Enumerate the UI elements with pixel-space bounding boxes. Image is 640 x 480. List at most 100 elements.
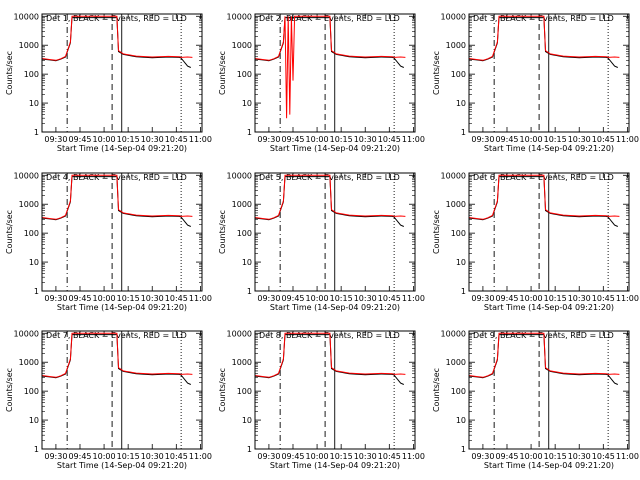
x-tick-label: 11:00 xyxy=(189,452,212,461)
chart-title: Det 9, BLACK = Events, RED = LLD xyxy=(473,331,614,340)
x-tick-label: 09:30 xyxy=(44,452,67,461)
y-axis-label: Counts/sec xyxy=(432,210,441,254)
lld-series-line xyxy=(469,332,620,378)
detector-chart-5: Det 5, BLACK = Events, RED = LLD Counts/s… xyxy=(218,171,425,312)
y-tick-label: 10 xyxy=(456,258,466,267)
lld-series-line xyxy=(255,332,406,378)
x-tick-label: 11:00 xyxy=(402,452,425,461)
x-tick-label: 10:30 xyxy=(354,452,377,461)
y-tick-label: 10 xyxy=(456,99,466,108)
x-tick-label: 10:45 xyxy=(165,135,188,144)
chart-title: Det 2, BLACK = Events, RED = LLD xyxy=(259,14,400,23)
y-tick-label: 10 xyxy=(242,99,252,108)
x-tick-label: 10:00 xyxy=(306,452,329,461)
x-tick-label: 09:45 xyxy=(68,452,91,461)
y-tick-label: 10000 xyxy=(441,329,466,338)
x-tick-label: 10:45 xyxy=(592,294,615,303)
y-tick-label: 10 xyxy=(29,258,39,267)
y-tick-label: 1 xyxy=(461,287,466,296)
x-tick-label: 10:30 xyxy=(354,294,377,303)
y-tick-label: 100 xyxy=(237,229,252,238)
x-tick-label: 10:45 xyxy=(592,135,615,144)
x-tick-label: 10:15 xyxy=(544,294,567,303)
x-axis-label: Start Time (14-Sep-04 09:21:20) xyxy=(57,144,187,153)
events-series-line xyxy=(255,334,405,385)
x-tick-label: 11:00 xyxy=(402,135,425,144)
plot-frame xyxy=(41,13,203,133)
x-tick-label: 10:30 xyxy=(141,452,164,461)
x-tick-label: 10:15 xyxy=(330,452,353,461)
x-tick-label: 09:45 xyxy=(281,135,304,144)
x-tick-label: 09:45 xyxy=(495,452,518,461)
x-tick-label: 10:15 xyxy=(544,135,567,144)
y-tick-label: 1000 xyxy=(19,358,39,367)
events-series-line xyxy=(42,17,192,68)
plot-frame xyxy=(41,172,203,292)
events-series-line xyxy=(469,176,619,227)
x-tick-label: 10:15 xyxy=(117,294,140,303)
y-tick-label: 100 xyxy=(451,229,466,238)
x-tick-label: 09:30 xyxy=(257,135,280,144)
x-axis-label: Start Time (14-Sep-04 09:21:20) xyxy=(484,144,614,153)
y-tick-label: 100 xyxy=(451,70,466,79)
y-axis-label: Counts/sec xyxy=(5,210,14,254)
x-tick-label: 10:15 xyxy=(544,452,567,461)
y-tick-label: 1000 xyxy=(232,358,252,367)
y-axis-label: Counts/sec xyxy=(5,368,14,412)
y-axis-label: Counts/sec xyxy=(218,51,227,95)
y-tick-label: 10000 xyxy=(227,12,252,21)
y-tick-label: 1 xyxy=(34,445,39,454)
y-tick-label: 10 xyxy=(456,416,466,425)
x-tick-label: 10:30 xyxy=(354,135,377,144)
x-axis-label: Start Time (14-Sep-04 09:21:20) xyxy=(270,461,400,470)
x-tick-label: 09:30 xyxy=(471,452,494,461)
y-tick-label: 10000 xyxy=(14,12,39,21)
y-tick-label: 10000 xyxy=(441,12,466,21)
x-tick-label: 10:45 xyxy=(378,294,401,303)
y-axis-label: Counts/sec xyxy=(218,210,227,254)
y-tick-label: 100 xyxy=(237,70,252,79)
detector-chart-9: Det 9, BLACK = Events, RED = LLD Counts/s… xyxy=(432,329,639,470)
detector-chart-6: Det 6, BLACK = Events, RED = LLD Counts/s… xyxy=(432,171,639,312)
y-tick-label: 1 xyxy=(247,287,252,296)
x-tick-label: 11:00 xyxy=(616,135,639,144)
x-tick-label: 10:45 xyxy=(165,452,188,461)
x-tick-label: 10:45 xyxy=(378,135,401,144)
x-tick-label: 11:00 xyxy=(189,135,212,144)
x-tick-label: 10:45 xyxy=(165,294,188,303)
y-tick-label: 1 xyxy=(247,445,252,454)
y-tick-label: 100 xyxy=(451,387,466,396)
y-axis-label: Counts/sec xyxy=(432,51,441,95)
y-tick-label: 10000 xyxy=(227,171,252,180)
x-tick-label: 10:00 xyxy=(93,135,116,144)
x-tick-label: 10:00 xyxy=(520,135,543,144)
x-axis-label: Start Time (14-Sep-04 09:21:20) xyxy=(57,303,187,312)
x-tick-label: 10:15 xyxy=(117,452,140,461)
plot-frame xyxy=(468,172,630,292)
x-axis-label: Start Time (14-Sep-04 09:21:20) xyxy=(270,303,400,312)
y-tick-label: 100 xyxy=(24,387,39,396)
y-tick-label: 10 xyxy=(242,258,252,267)
lld-series-line xyxy=(469,15,620,61)
y-tick-label: 1 xyxy=(34,287,39,296)
x-tick-label: 10:15 xyxy=(117,135,140,144)
y-tick-label: 10 xyxy=(29,99,39,108)
events-series-line xyxy=(42,334,192,385)
y-tick-label: 100 xyxy=(24,70,39,79)
y-tick-label: 1 xyxy=(461,128,466,137)
y-tick-label: 10000 xyxy=(14,329,39,338)
y-tick-label: 1 xyxy=(247,128,252,137)
detector-chart-3: Det 3, BLACK = Events, RED = LLD Counts/s… xyxy=(432,12,639,153)
plot-frame xyxy=(254,330,416,450)
x-axis-label: Start Time (14-Sep-04 09:21:20) xyxy=(484,461,614,470)
chart-title: Det 1, BLACK = Events, RED = LLD xyxy=(46,14,187,23)
x-tick-label: 10:00 xyxy=(520,452,543,461)
events-series-line xyxy=(469,17,619,68)
x-tick-label: 10:30 xyxy=(568,135,591,144)
y-axis-label: Counts/sec xyxy=(432,368,441,412)
x-tick-label: 09:45 xyxy=(281,294,304,303)
x-tick-label: 09:45 xyxy=(281,452,304,461)
plot-frame xyxy=(468,330,630,450)
y-tick-label: 100 xyxy=(237,387,252,396)
